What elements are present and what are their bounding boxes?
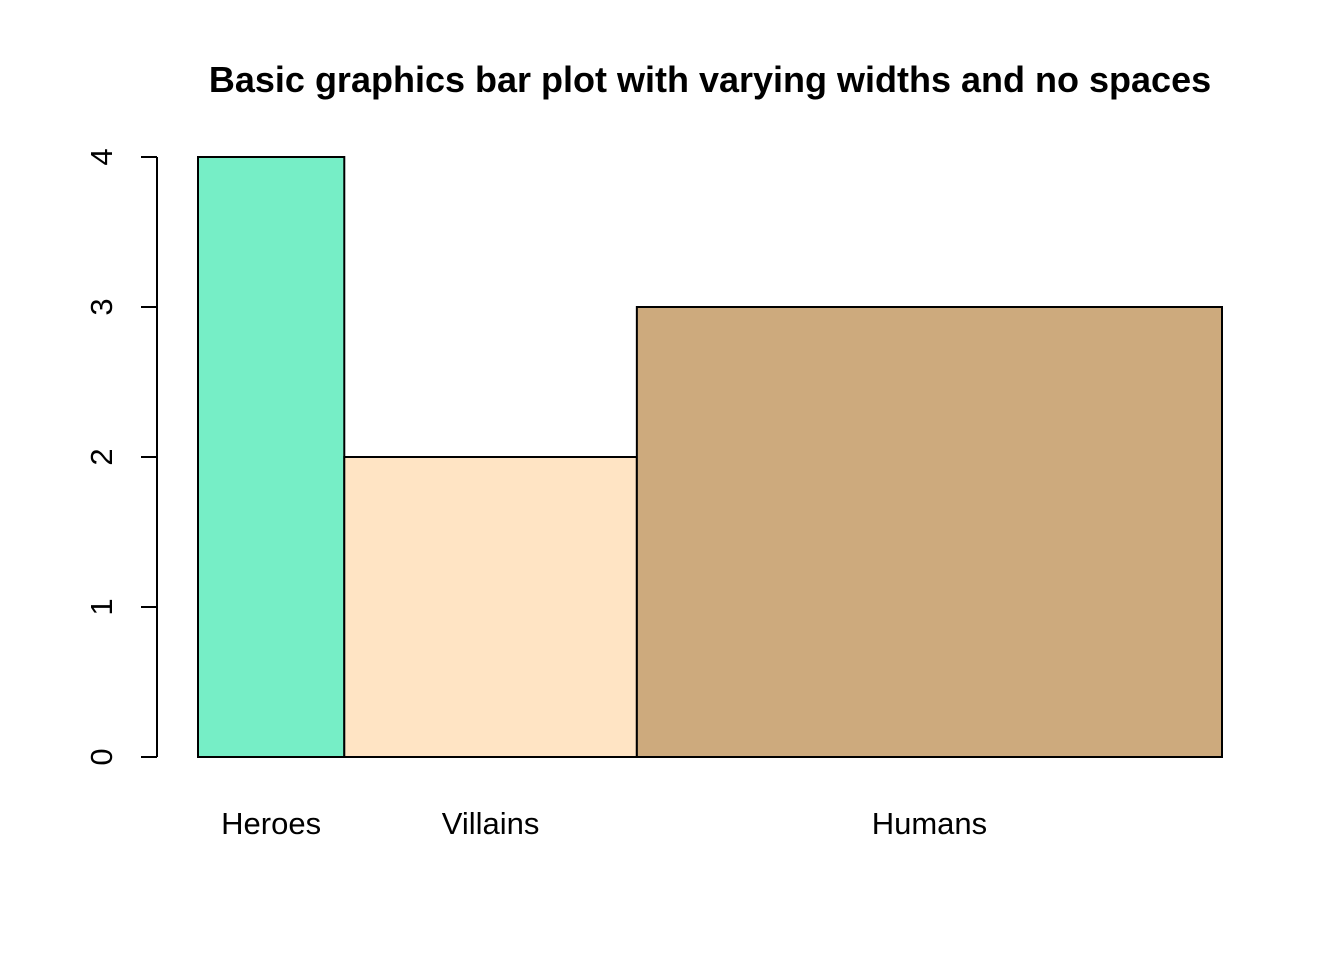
bar-heroes	[197, 156, 346, 758]
bar-villains	[343, 456, 638, 758]
bars-group	[197, 156, 1223, 758]
y-tick-label: 2	[84, 448, 119, 465]
y-tick-label: 1	[84, 598, 119, 615]
category-label-humans: Humans	[872, 806, 987, 841]
category-label-villains: Villains	[442, 806, 540, 841]
bar-humans	[635, 306, 1223, 758]
category-label-heroes: Heroes	[221, 806, 321, 841]
y-axis: 0 1 2 3 4	[84, 148, 158, 766]
x-axis-labels: Heroes Villains Humans	[221, 806, 987, 841]
y-tick-label: 4	[84, 148, 119, 165]
y-tick-label: 3	[84, 298, 119, 315]
y-tick-label: 0	[84, 748, 119, 765]
chart-title: Basic graphics bar plot with varying wid…	[209, 59, 1211, 100]
